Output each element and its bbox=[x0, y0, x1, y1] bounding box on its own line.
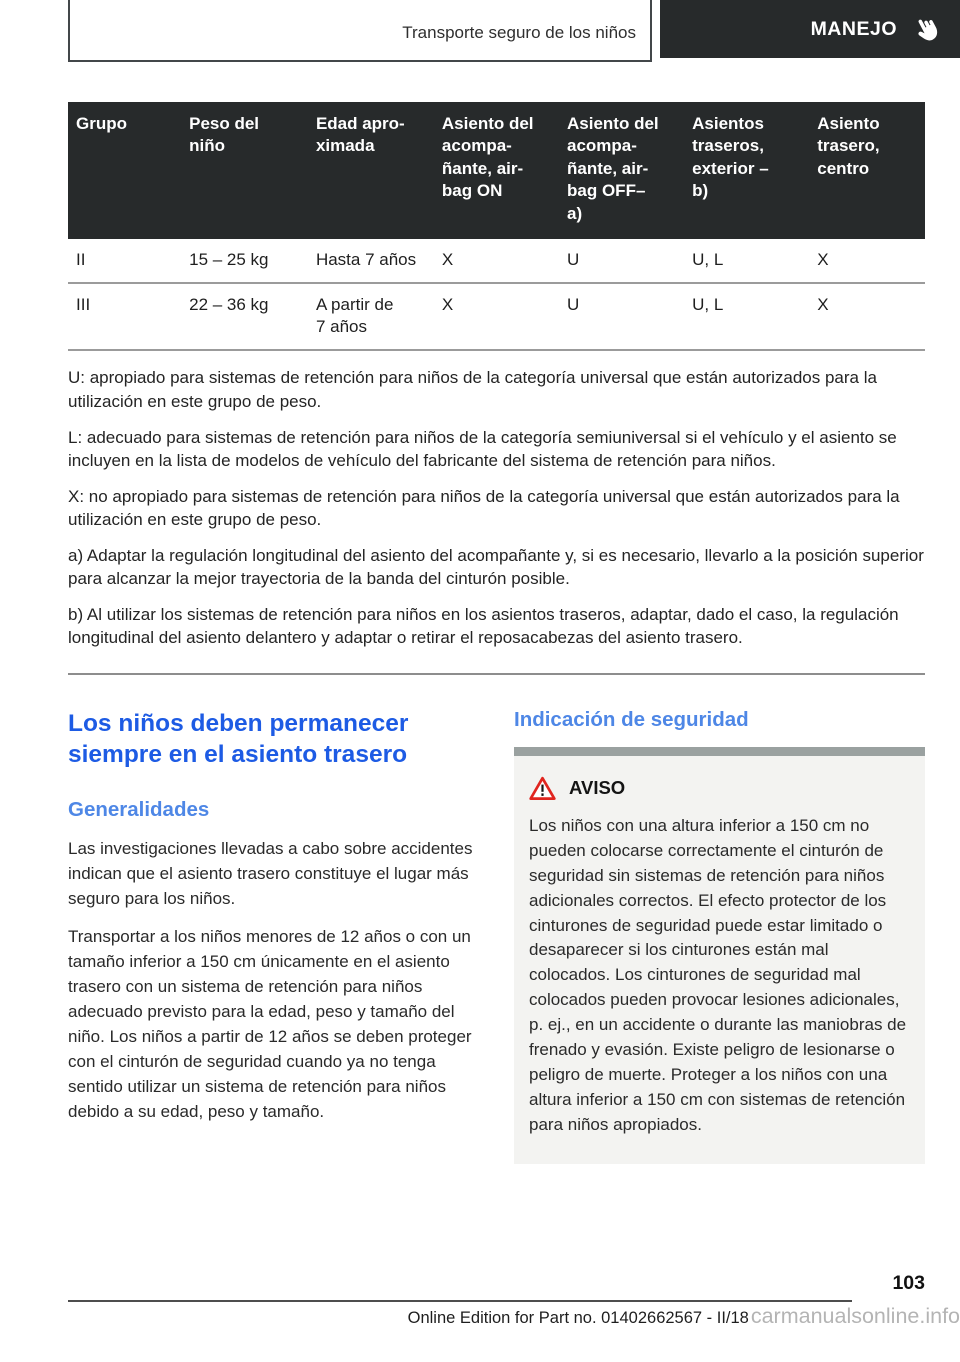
right-column: Indicación de seguridad AVISO Los ni bbox=[514, 699, 925, 1165]
col-grupo: Grupo bbox=[68, 102, 182, 240]
warning-label: AVISO bbox=[569, 777, 626, 799]
table-cell: U, L bbox=[684, 283, 810, 352]
col-acompanante-airbag-off: Asiento del acompa- ñante, air- bag OFF–… bbox=[559, 102, 685, 240]
subsection-title-seguridad: Indicación de seguridad bbox=[514, 707, 749, 731]
child-restraint-table: Grupo Peso del niño Edad apro- ximada As… bbox=[68, 102, 925, 352]
page-number: 103 bbox=[892, 1272, 925, 1294]
footnote-u: U: apropiado para sistemas de retención … bbox=[68, 368, 877, 411]
page-footer: 103 Online Edition for Part no. 01402662… bbox=[68, 1272, 960, 1329]
left-column: Los niños deben permanecer siempre en el… bbox=[68, 699, 482, 1165]
section-title: Los niños deben permanecer siempre en el… bbox=[68, 709, 409, 768]
footnote-x: X: no apropiado para sistemas de retenci… bbox=[68, 486, 900, 530]
two-column-section: Los niños deben permanecer siempre en el… bbox=[68, 699, 925, 1165]
table-row: III 22 – 36 kg A partir de 7 años X U U,… bbox=[68, 283, 925, 352]
chapter-tab: MANEJO bbox=[660, 0, 960, 58]
table-cell: 15 – 25 kg bbox=[181, 239, 308, 285]
watermark: carmanualsonline.info bbox=[750, 1304, 960, 1328]
table-cell: U bbox=[559, 239, 685, 285]
footnote-a: a) Adaptar la regulación longitudinal de… bbox=[68, 546, 924, 589]
col-traseros-exterior: Asientos traseros, exterior – b) bbox=[684, 102, 810, 240]
footer-divider bbox=[68, 1300, 852, 1302]
table-cell: U bbox=[559, 283, 685, 352]
pointing-hand-icon bbox=[918, 19, 938, 40]
breadcrumb-box: Transporte seguro de los niños bbox=[68, 0, 652, 62]
page-header: Transporte seguro de los niños MANEJO bbox=[0, 0, 960, 62]
col-peso: Peso del niño bbox=[181, 102, 308, 240]
edition-note: Online Edition for Part no. 01402662567 … bbox=[407, 1309, 749, 1327]
warning-header: AVISO bbox=[529, 776, 910, 801]
table-cell: X bbox=[433, 239, 560, 285]
body-paragraph: Transportar a los niños menores de 12 añ… bbox=[68, 926, 472, 1121]
table-header-row: Grupo Peso del niño Edad apro- ximada As… bbox=[68, 102, 925, 240]
table-cell: II bbox=[68, 239, 182, 285]
page-content: Grupo Peso del niño Edad apro- ximada As… bbox=[68, 102, 925, 1165]
warning-text: Los niños con una altura inferior a 150 … bbox=[529, 815, 907, 1135]
subsection-title-generalidades: Generalidades bbox=[68, 797, 210, 821]
warning-box: AVISO Los niños con una altura inferior … bbox=[514, 746, 925, 1165]
chapter-label: MANEJO bbox=[810, 17, 897, 40]
table-cell: X bbox=[809, 283, 925, 352]
table-cell: U, L bbox=[684, 239, 810, 285]
footnote-l: L: adecuado para sistemas de retención p… bbox=[68, 427, 897, 470]
table-cell: X bbox=[433, 283, 560, 352]
col-edad: Edad apro- ximada bbox=[307, 102, 434, 240]
col-acompanante-airbag-on: Asiento del acompa- ñante, air- bag ON bbox=[433, 102, 560, 240]
warning-box-top-bar bbox=[514, 746, 925, 756]
table-cell: 22 – 36 kg bbox=[181, 283, 308, 352]
warning-triangle-icon bbox=[529, 776, 556, 800]
table-row: II 15 – 25 kg Hasta 7 años X U U, L X bbox=[68, 239, 925, 285]
footnote-b: b) Al utilizar los sistemas de retención… bbox=[68, 605, 899, 648]
breadcrumb: Transporte seguro de los niños bbox=[402, 23, 636, 42]
body-paragraph: Las investigaciones llevadas a cabo sobr… bbox=[68, 838, 473, 908]
table-cell: X bbox=[809, 239, 925, 285]
col-trasero-centro: Asiento trasero, centro bbox=[809, 102, 925, 240]
table-cell: III bbox=[68, 283, 182, 352]
table-cell: A partir de 7 años bbox=[307, 283, 434, 352]
table-footnotes: U: apropiado para sistemas de retención … bbox=[68, 351, 925, 675]
table-cell: Hasta 7 años bbox=[307, 239, 434, 285]
